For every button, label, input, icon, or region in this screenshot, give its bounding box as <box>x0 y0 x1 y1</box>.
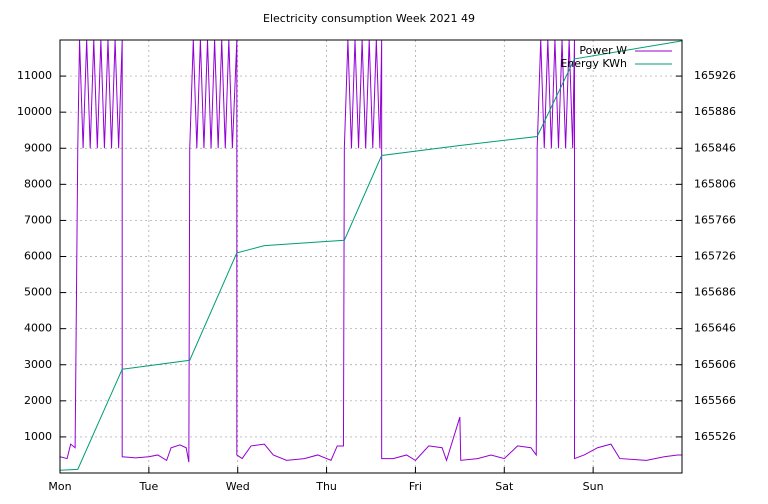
y2-tick-label: 165686 <box>694 286 736 299</box>
x-tick-label: Sun <box>583 480 604 493</box>
y2-tick-label: 165926 <box>694 69 736 82</box>
y-tick-label: 7000 <box>24 213 52 226</box>
y-tick-label: 9000 <box>24 141 52 154</box>
data-line <box>60 40 682 463</box>
y2-tick-label: 165886 <box>694 105 736 118</box>
y2-tick-label: 165566 <box>694 394 736 407</box>
legend-label: Energy KWh <box>560 57 627 70</box>
y2-tick-label: 165766 <box>694 213 736 226</box>
y-tick-label: 4000 <box>24 322 52 335</box>
y2-tick-label: 165606 <box>694 358 736 371</box>
y-tick-label: 3000 <box>24 358 52 371</box>
y2-tick-label: 165726 <box>694 250 736 263</box>
y-tick-label: 11000 <box>17 69 52 82</box>
x-tick-label: Mon <box>48 480 71 493</box>
y-tick-label: 6000 <box>24 250 52 263</box>
y-tick-label: 2000 <box>24 394 52 407</box>
y2-tick-label: 165846 <box>694 141 736 154</box>
y-tick-label: 10000 <box>17 105 52 118</box>
x-tick-label: Thu <box>315 480 337 493</box>
y-tick-label: 8000 <box>24 177 52 190</box>
y-tick-label: 1000 <box>24 430 52 443</box>
legend-label: Power W <box>579 44 627 57</box>
x-tick-label: Fri <box>409 480 422 493</box>
x-tick-label: Sat <box>495 480 514 493</box>
x-tick-label: Tue <box>138 480 158 493</box>
data-line <box>60 40 682 471</box>
x-tick-label: Wed <box>226 480 250 493</box>
chart-title: Electricity consumption Week 2021 49 <box>263 12 475 25</box>
y2-tick-label: 165526 <box>694 430 736 443</box>
y2-tick-label: 165646 <box>694 322 736 335</box>
plot-border <box>59 39 683 474</box>
y2-tick-label: 165806 <box>694 177 736 190</box>
y-tick-label: 5000 <box>24 286 52 299</box>
